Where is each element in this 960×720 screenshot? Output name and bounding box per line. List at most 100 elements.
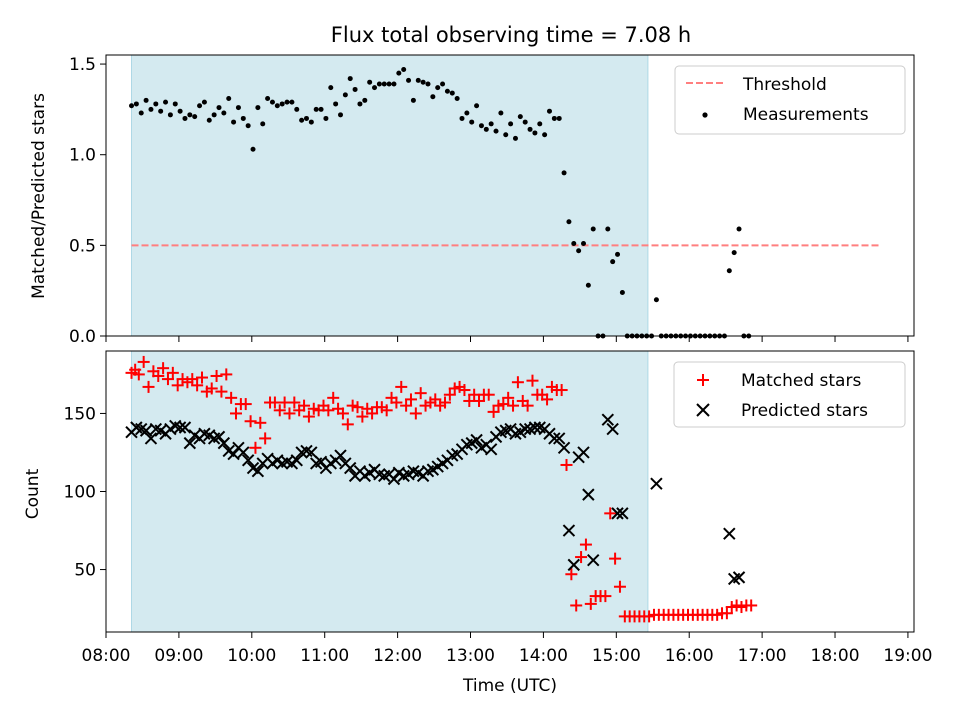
top-legend: Threshold Measurements (674, 65, 906, 135)
measurement-point (284, 99, 290, 105)
matched-star-point (409, 407, 422, 420)
matched-star-point (171, 379, 184, 392)
matched-star-point (487, 405, 500, 418)
measurement-point (532, 130, 538, 136)
measurement-point (406, 77, 412, 83)
predicted-star-stroke-b (130, 421, 143, 434)
matched-star-point (745, 599, 758, 612)
x-axis-label: Time (UTC) (462, 676, 557, 696)
predicted-star-point (251, 464, 265, 478)
matched-star-point (395, 380, 408, 393)
predicted-star-stroke-b (251, 464, 265, 478)
predicted-star-stroke-b (300, 444, 313, 458)
measurement-point (415, 77, 421, 83)
measurement-point (328, 85, 334, 91)
top-y-axis-label: Matched/Predicted stars (29, 93, 49, 299)
matched-star-point (322, 404, 335, 417)
matched-star-point (288, 396, 301, 409)
predicted-star-stroke-b (271, 454, 284, 467)
measurement-point (187, 112, 193, 118)
matched-star-point (137, 355, 150, 368)
matched-star-point (351, 401, 364, 414)
measurement-point (367, 79, 373, 85)
measurement-point (566, 219, 572, 225)
x-tick-label: 19:00 (883, 646, 932, 666)
measurement-point (581, 241, 587, 247)
matched-star-point (249, 441, 262, 454)
measurement-point (556, 115, 562, 121)
predicted-star-stroke-b (518, 422, 532, 436)
matched-star-point (356, 410, 369, 423)
predicted-star-stroke-b (601, 413, 615, 426)
measurement-point (289, 99, 295, 105)
matched-star-point (575, 551, 588, 564)
measurement-point (172, 101, 178, 107)
matched-star-point (521, 399, 534, 412)
measurement-point (546, 108, 552, 114)
measurement-point (303, 115, 309, 121)
chart-title: Flux total observing time = 7.08 h (331, 23, 691, 47)
measurement-point (177, 108, 183, 114)
matched-star-point (414, 387, 427, 400)
measurement-point (352, 86, 358, 92)
predicted-star-point (484, 443, 498, 456)
measurement-point (731, 250, 737, 256)
bottom-legend-box (673, 361, 906, 428)
y-tick-label: 150 (64, 404, 96, 424)
matched-star-point (239, 398, 252, 411)
measurement-point (313, 106, 319, 112)
matched-star-point (132, 368, 145, 381)
matched-star-point (336, 407, 349, 420)
matched-star-point (157, 362, 170, 375)
measurement-point (464, 110, 470, 116)
matched-star-point (507, 399, 520, 412)
measurement-point (522, 119, 528, 125)
measurement-point (255, 105, 261, 111)
measurement-point (235, 105, 241, 111)
measurement-point (508, 121, 514, 127)
measurement-point (265, 96, 271, 102)
shaded-span-bottom (131, 350, 649, 633)
x-tick-label: 09:00 (154, 646, 203, 666)
x-tick-label: 10:00 (227, 646, 276, 666)
predicted-star-stroke-b (407, 464, 420, 478)
measurement-point (444, 88, 450, 94)
predicted-legend-swatch (696, 403, 710, 417)
predicted-star-point (562, 524, 576, 537)
matched-star-point (579, 538, 592, 551)
measurement-point (454, 96, 460, 102)
measurement-point (449, 90, 455, 96)
bottom-legend: Matched stars Predicted stars (673, 361, 906, 428)
predicted-star-stroke-b (470, 433, 483, 447)
predicted-star-stroke-b (567, 558, 580, 572)
top-legend-box (674, 65, 906, 135)
predicted-star-stroke-b (183, 436, 197, 450)
matched-star-point (230, 407, 243, 420)
predicted-star-point (144, 432, 158, 445)
measurement-point (274, 103, 280, 109)
measurement-point (396, 70, 402, 76)
measurement-point (153, 101, 159, 107)
predicted-star-point (582, 488, 595, 501)
predicted-star-stroke-b (169, 419, 182, 433)
predicted-star-point (528, 421, 542, 434)
predicted-star-stroke-b (173, 421, 187, 434)
measurement-point (561, 170, 567, 176)
matched-star-point (400, 399, 413, 412)
measurement-point (430, 94, 436, 100)
measurement-point (590, 226, 596, 232)
matched-star-point (259, 432, 272, 445)
measurement-point (571, 241, 577, 247)
predicted-legend-label: Predicted stars (741, 401, 868, 421)
predicted-star-stroke-b (484, 443, 498, 456)
predicted-star-point (548, 432, 561, 445)
predicted-star-point (518, 422, 532, 436)
measurement-point (585, 282, 591, 288)
measurement-point (129, 103, 135, 109)
predicted-star-point (139, 424, 153, 437)
x-tick-label: 16:00 (665, 646, 714, 666)
predicted-star-stroke-b (203, 429, 216, 442)
predicted-star-stroke-b (334, 449, 347, 462)
x-tick-label: 14:00 (519, 646, 568, 666)
predicted-star-point (241, 454, 255, 467)
